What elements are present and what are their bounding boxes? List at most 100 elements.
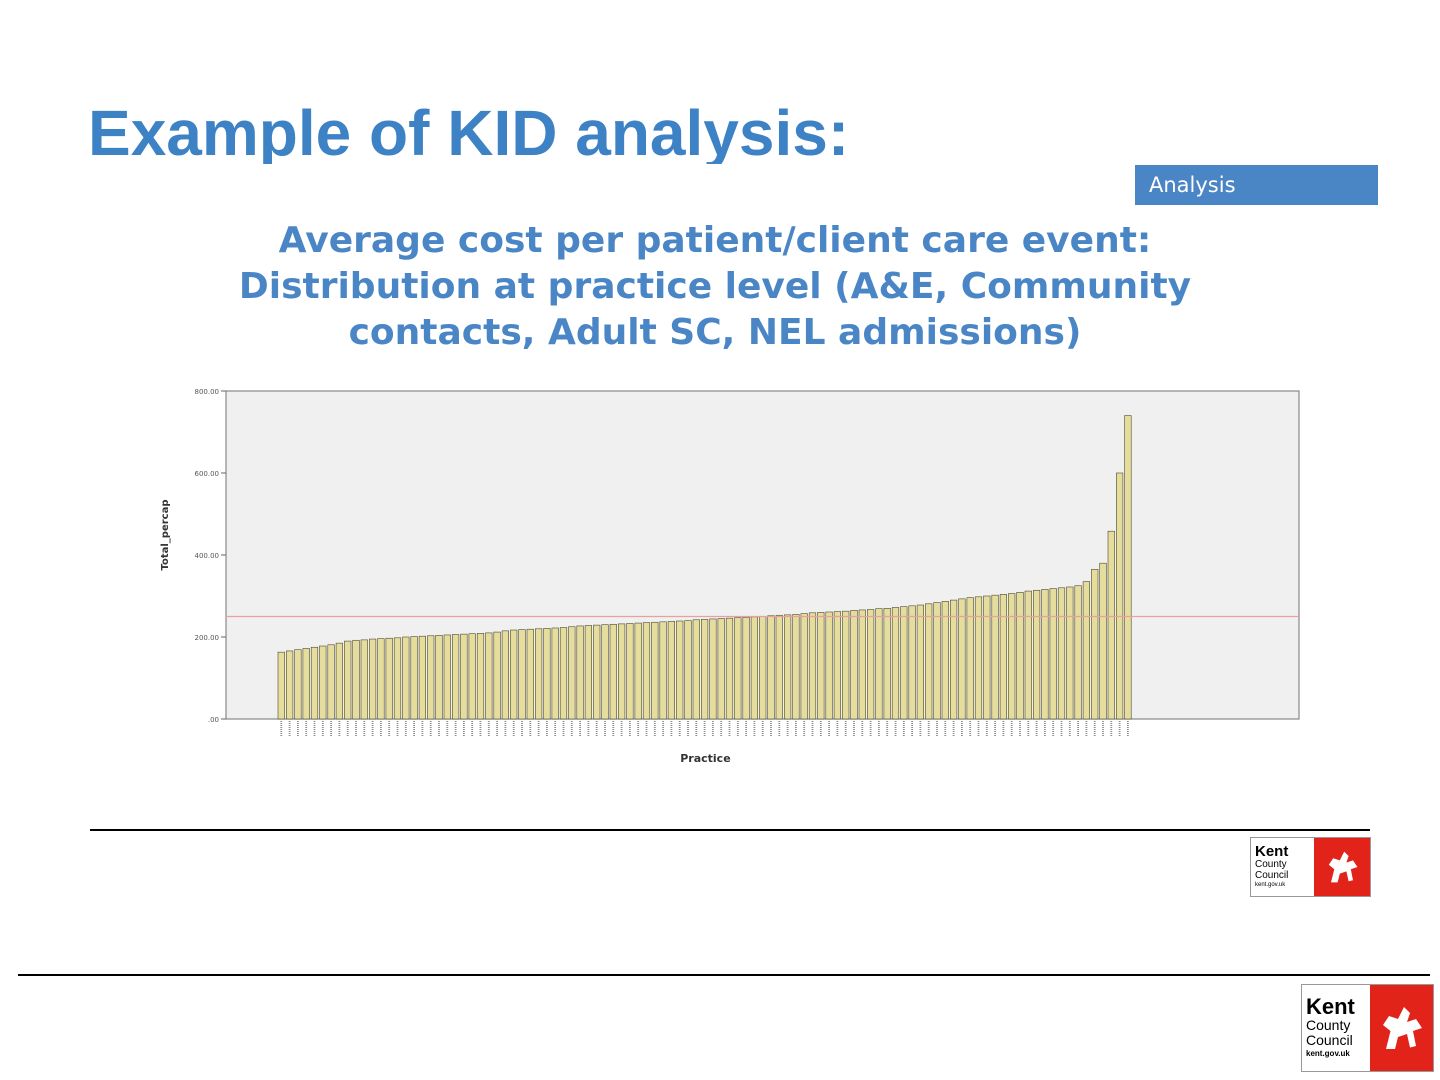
bar [402,636,410,720]
bar [933,602,941,720]
bar [451,634,460,720]
logo-line-3: Council [1306,1032,1353,1048]
bar [725,617,734,720]
bar [1066,586,1074,720]
bar [1016,592,1024,720]
bar [1099,562,1107,720]
bar [750,616,758,720]
bar [808,612,817,720]
bar [883,608,891,720]
bar [410,636,418,720]
footer-line [18,974,1430,976]
bar [385,637,393,720]
bar [286,650,294,720]
bar [734,617,742,720]
bar [393,637,402,720]
bar [360,639,368,720]
bar [418,635,427,720]
bar [1074,585,1082,720]
bar [642,622,651,720]
y-axis-label: Total_percap [160,499,171,570]
bar [717,618,725,720]
logo-line-4: kent.gov.uk [1255,882,1286,888]
bar [833,611,841,720]
bar [891,607,900,720]
bar [742,617,750,720]
bar [958,598,966,720]
horse-icon [1314,838,1370,896]
x-ticks [280,721,1129,737]
bar [476,633,485,720]
bar [543,628,551,720]
bar [352,639,360,720]
chart-heading-line-1: Average cost per patient/client care eve… [278,220,1152,261]
bar [825,611,833,720]
bar [1032,589,1041,720]
logo-line-4: kent.gov.uk [1306,1049,1350,1058]
bar [601,624,609,720]
bars [277,415,1132,720]
bar [1008,593,1016,720]
bar [460,633,468,720]
bar [510,629,518,720]
bar [659,621,667,720]
bar [692,619,700,720]
bar [584,625,593,720]
bar [941,601,949,720]
bar [501,630,510,720]
bar [1049,588,1057,720]
bar [485,632,493,720]
logo-line-2: County [1306,1017,1351,1033]
bar [427,635,435,720]
bar [609,623,617,720]
bar [1115,472,1124,720]
bar [1024,590,1032,720]
bar [900,606,908,720]
bar [700,619,709,720]
x-axis-label: Practice [680,752,730,765]
bar [277,651,285,720]
bar [377,638,385,720]
bar [1041,589,1049,720]
bar [916,604,924,720]
bar [493,631,501,720]
divider-line [90,829,1370,831]
logo-line-3: Council [1255,870,1289,881]
bar [925,603,933,720]
chart-heading-line-2: Distribution at practice level (A&E, Com… [238,266,1192,307]
bar [559,627,568,720]
y-axis: .00 200.00 400.00 600.00 800.00 [195,388,226,724]
chart-heading-line-3: contacts, Adult SC, NEL admissions) [348,312,1082,353]
kent-logo: Kent County Council kent.gov.uk [1301,984,1434,1072]
bar [850,610,858,720]
bar [759,616,767,720]
bar [443,634,451,720]
bar [966,597,974,720]
bar [518,629,526,720]
y-tick-label: 400.00 [195,552,220,560]
bar [435,635,443,720]
bar [651,621,659,720]
bar [551,627,559,720]
bar [858,609,866,720]
bar [783,614,792,720]
bar [526,628,534,720]
slide-title: Example of KID analysis: [88,98,850,164]
bar [775,614,783,720]
analysis-tag: Analysis [1135,165,1378,205]
bar [999,594,1007,720]
bar [327,644,335,720]
y-tick-label: 800.00 [195,388,220,396]
bar [617,623,626,720]
y-tick-label: .00 [208,716,219,724]
bar [684,620,692,720]
bar [866,609,875,720]
bar [1091,569,1099,720]
bar [676,620,684,720]
bar [1057,587,1066,720]
bar [842,610,850,720]
bar [817,612,825,720]
bar [369,638,377,720]
y-tick-label: 600.00 [195,470,220,478]
bar [667,621,675,720]
